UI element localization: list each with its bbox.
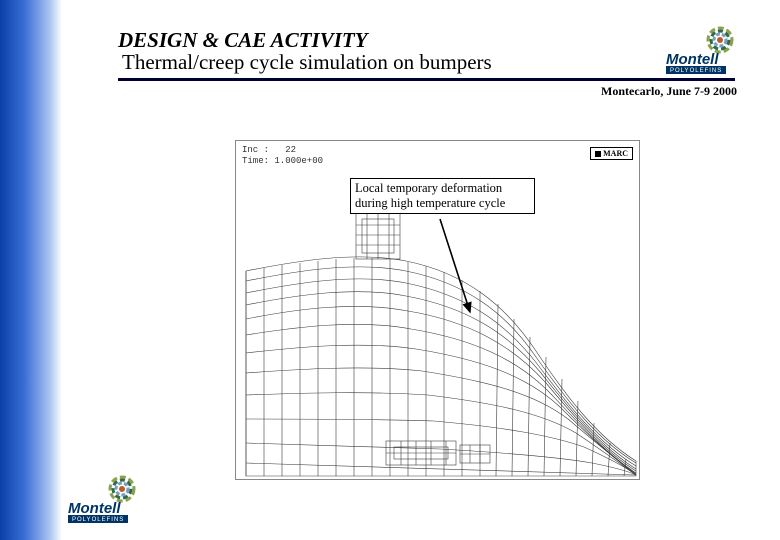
brand-logo-top: Montell POLYOLEFINS	[666, 26, 744, 79]
brand-logo-bottom: Montell POLYOLEFINS	[68, 475, 146, 528]
callout-box: Local temporary deformation during high …	[350, 178, 535, 214]
brand-swirl-icon: Montell POLYOLEFINS	[666, 26, 744, 74]
event-info: Montecarlo, June 7-9 2000	[601, 84, 737, 99]
callout-arrow-icon	[430, 217, 490, 327]
brand-swirl-icon: Montell POLYOLEFINS	[68, 475, 146, 523]
callout-line-2: during high temperature cycle	[355, 196, 530, 211]
brand-subline-text: POLYOLEFINS	[670, 68, 722, 74]
svg-text:POLYOLEFINS: POLYOLEFINS	[72, 517, 124, 523]
slide-root: DESIGN & CAE ACTIVITY Thermal/creep cycl…	[0, 0, 780, 540]
brand-name-text: Montell	[666, 51, 719, 68]
callout-line-1: Local temporary deformation	[355, 181, 530, 196]
svg-text:Montell: Montell	[68, 500, 121, 517]
title-line-2: Thermal/creep cycle simulation on bumper…	[122, 50, 492, 75]
sidebar-gradient	[0, 0, 62, 540]
title-underline	[118, 78, 735, 81]
